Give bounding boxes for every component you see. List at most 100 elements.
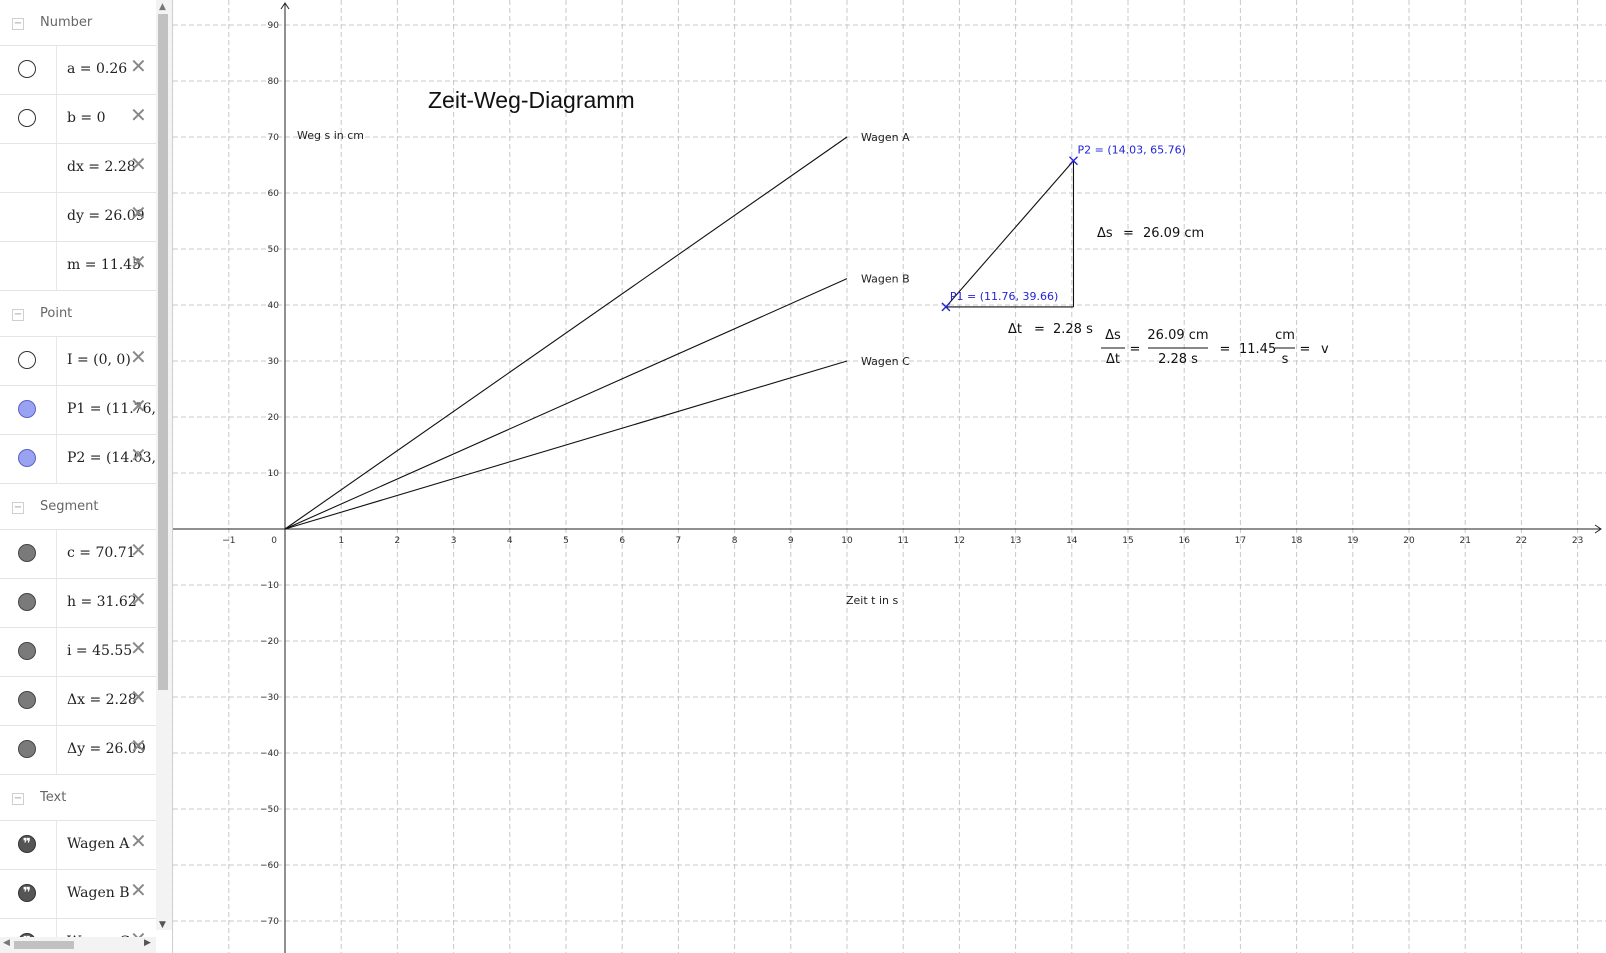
point-marker-p1[interactable]	[941, 302, 951, 312]
marble-cell	[0, 242, 57, 290]
delete-icon[interactable]: ✕	[130, 394, 147, 418]
delete-icon[interactable]: ✕	[130, 734, 147, 758]
x-tick-label: 19	[1347, 536, 1359, 546]
algebra-expression[interactable]: Wagen B	[67, 885, 130, 901]
text-object-icon[interactable]: ❞	[18, 884, 36, 902]
algebra-item[interactable]: c = 70.71 ✕	[0, 530, 156, 579]
collapse-icon[interactable]: −	[12, 502, 24, 514]
visibility-toggle-icon[interactable]	[18, 400, 36, 418]
text-object-icon[interactable]: ❞	[18, 835, 36, 853]
line-wagen-a[interactable]	[284, 136, 848, 530]
delete-icon[interactable]: ✕	[130, 636, 147, 660]
visibility-toggle-icon[interactable]	[18, 449, 36, 467]
x-tick-label: −1	[222, 536, 235, 546]
diagram-title: Zeit-Weg-Diagramm	[428, 87, 635, 113]
algebra-expression[interactable]: a = 0.26	[67, 61, 128, 77]
y-tick-label: 80	[268, 77, 280, 87]
delete-icon[interactable]: ✕	[130, 443, 147, 467]
x-tick-label: 1	[338, 536, 344, 546]
algebra-expression[interactable]: Δx = 2.28	[67, 692, 137, 708]
algebra-item[interactable]: m = 11.45 ✕	[0, 242, 156, 291]
delete-icon[interactable]: ✕	[130, 685, 147, 709]
algebra-item[interactable]: h = 31.62 ✕	[0, 579, 156, 628]
scroll-up-icon[interactable]: ▲	[159, 2, 166, 12]
visibility-toggle-icon[interactable]	[18, 109, 36, 127]
algebra-item[interactable]: a = 0.26 ✕	[0, 46, 156, 95]
delete-icon[interactable]: ✕	[130, 587, 147, 611]
y-tick-label: 60	[268, 189, 280, 199]
scroll-right-icon[interactable]: ▶	[144, 938, 151, 948]
group-header-segment[interactable]: − Segment	[0, 484, 156, 530]
marble-cell	[0, 435, 57, 483]
algebra-expression[interactable]: I = (0, 0)	[67, 352, 131, 368]
x-tick-label: 20	[1403, 536, 1415, 546]
line-wagen-c[interactable]	[284, 360, 848, 530]
algebra-expression[interactable]: h = 31.62	[67, 594, 137, 610]
collapse-icon[interactable]: −	[12, 309, 24, 321]
algebra-item[interactable]: Δx = 2.28 ✕	[0, 677, 156, 726]
delete-icon[interactable]: ✕	[130, 829, 147, 853]
algebra-expression[interactable]: dx = 2.28	[67, 159, 136, 175]
coordinate-plane[interactable]: −1 1 2 3 4 5 6 7 8 9 10 11 12 13 14 15 16 17 18 19 20 21 22 239…	[173, 0, 1606, 953]
algebra-item[interactable]: P1 = (11.76, 39.66)✕	[0, 386, 157, 435]
delete-icon[interactable]: ✕	[130, 201, 147, 225]
algebra-expression[interactable]: Δy = 26.09	[67, 741, 146, 757]
delete-icon[interactable]: ✕	[130, 152, 147, 176]
scroll-left-icon[interactable]: ◀	[3, 938, 10, 948]
horizontal-scrollbar[interactable]: ◀ ▶	[0, 937, 156, 953]
algebra-item[interactable]: ❞ Wagen A ✕	[0, 821, 156, 870]
algebra-expression[interactable]: P2 = (14.03, 65.76)	[67, 450, 157, 466]
visibility-toggle-icon[interactable]	[18, 593, 36, 611]
delete-icon[interactable]: ✕	[130, 345, 147, 369]
visibility-toggle-icon[interactable]	[18, 691, 36, 709]
visibility-toggle-icon[interactable]	[18, 642, 36, 660]
formula-equals: =	[1130, 342, 1141, 357]
algebra-item[interactable]: P2 = (14.03, 65.76)✕	[0, 435, 157, 484]
algebra-item[interactable]: ❞ Wagen B ✕	[0, 870, 156, 919]
collapse-icon[interactable]: −	[12, 18, 24, 30]
graphics-view[interactable]: −1 1 2 3 4 5 6 7 8 9 10 11 12 13 14 15 16 17 18 19 20 21 22 23 9…	[173, 0, 1606, 953]
group-header-text[interactable]: − Text	[0, 775, 156, 821]
visibility-toggle-icon[interactable]	[18, 544, 36, 562]
algebra-expression[interactable]: Wagen A	[67, 836, 130, 852]
algebra-expression[interactable]: b = 0	[67, 110, 106, 126]
algebra-item[interactable]: dy = 26.09 ✕	[0, 193, 156, 242]
vertical-scrollbar[interactable]: ▲ ▼	[156, 0, 172, 930]
marble-cell: ❞	[0, 870, 57, 918]
scroll-down-icon[interactable]: ▼	[159, 920, 166, 930]
x-tick-label: 10	[841, 536, 853, 546]
line-wagen-b[interactable]	[284, 278, 848, 530]
algebra-item[interactable]: i = 45.55 ✕	[0, 628, 156, 677]
x-tick-label: 21	[1459, 536, 1470, 546]
algebra-item[interactable]: b = 0 ✕	[0, 95, 156, 144]
collapse-icon[interactable]: −	[12, 793, 24, 805]
visibility-toggle-icon[interactable]	[18, 351, 36, 369]
point-marker-p2[interactable]	[1068, 156, 1078, 166]
algebra-expression[interactable]: dy = 26.09	[67, 208, 145, 224]
x-tick-label: 8	[732, 536, 738, 546]
delete-icon[interactable]: ✕	[130, 250, 147, 274]
delete-icon[interactable]: ✕	[130, 103, 147, 127]
algebra-expression[interactable]: c = 70.71	[67, 545, 136, 561]
delete-icon[interactable]: ✕	[130, 54, 147, 78]
delete-icon[interactable]: ✕	[130, 538, 147, 562]
algebra-item[interactable]: dx = 2.28 ✕	[0, 144, 156, 193]
formula-equals: =	[1300, 342, 1311, 357]
delta-s-equals: =	[1123, 226, 1134, 241]
y-tick-label: 70	[268, 133, 280, 143]
algebra-item[interactable]: I = (0, 0) ✕	[0, 337, 156, 386]
group-header-point[interactable]: − Point	[0, 291, 156, 337]
scrollbar-thumb-horizontal[interactable]	[14, 941, 74, 949]
visibility-toggle-icon[interactable]	[18, 60, 36, 78]
algebra-expression[interactable]: i = 45.55	[67, 643, 133, 659]
delete-icon[interactable]: ✕	[130, 878, 147, 902]
algebra-expression[interactable]: P1 = (11.76, 39.66)	[67, 401, 157, 417]
visibility-toggle-icon[interactable]	[18, 740, 36, 758]
algebra-item[interactable]: Δy = 26.09 ✕	[0, 726, 156, 775]
y-tick-label: −10	[260, 581, 279, 591]
group-header-number[interactable]: − Number	[0, 0, 156, 46]
y-tick-label: −30	[260, 693, 279, 703]
algebra-expression[interactable]: m = 11.45	[67, 257, 141, 273]
segment-hypotenuse[interactable]	[945, 160, 1074, 308]
scrollbar-thumb[interactable]	[158, 14, 168, 690]
